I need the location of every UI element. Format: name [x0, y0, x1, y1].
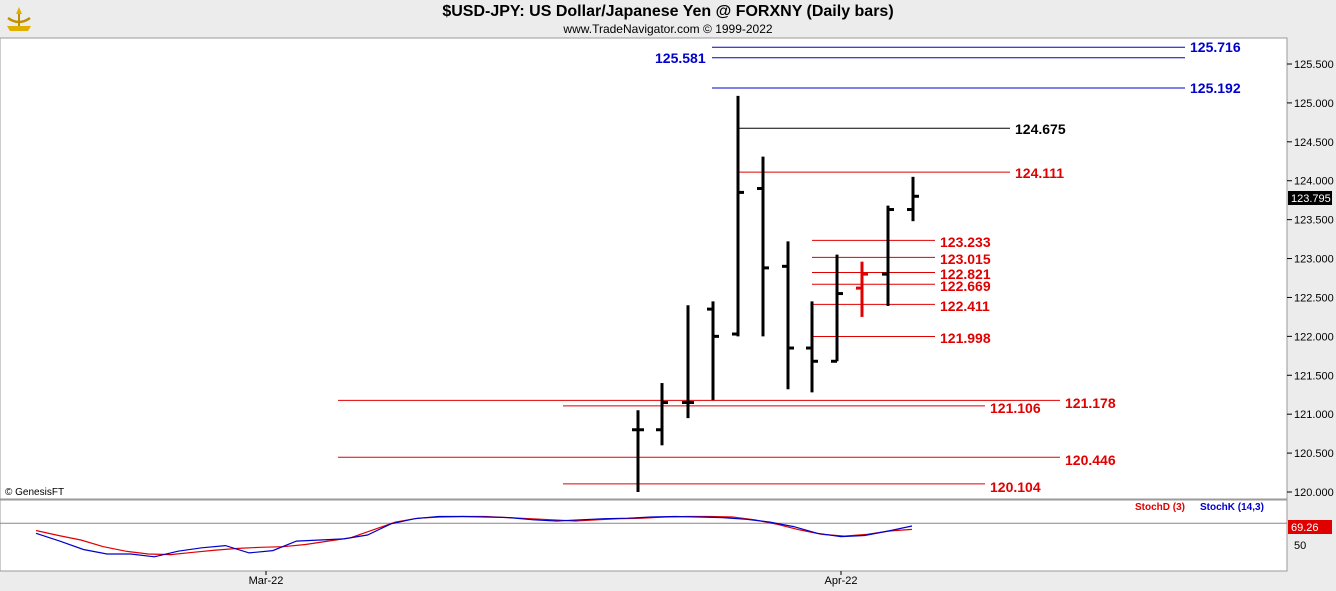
level-label: 121.178	[1065, 395, 1116, 411]
ohlc-bar	[907, 176, 919, 222]
ohlc-bar	[806, 301, 818, 393]
stoch-d-legend: StochD (3)	[1135, 502, 1185, 513]
level-label: 125.581	[655, 50, 706, 66]
y-tick-label: 124.500	[1294, 137, 1334, 149]
level-label: 125.716	[1190, 39, 1241, 55]
ohlc-bar	[757, 156, 769, 337]
y-tick-label: 124.000	[1294, 176, 1334, 188]
level-label: 125.192	[1190, 80, 1241, 96]
y-tick-label: 121.000	[1294, 409, 1334, 421]
level-label: 124.675	[1015, 121, 1066, 137]
x-tick-label: Mar-22	[249, 575, 284, 587]
y-tick-label: 123.000	[1294, 254, 1334, 266]
level-label: 122.411	[940, 298, 990, 314]
ohlc-bar	[782, 241, 794, 390]
y-tick-label: 123.500	[1294, 215, 1334, 227]
ohlc-bar	[882, 205, 894, 307]
level-label: 120.446	[1065, 452, 1116, 468]
level-label: 124.111	[1015, 165, 1064, 181]
level-label: 122.669	[940, 278, 991, 294]
ohlc-bar	[831, 254, 843, 363]
ohlc-bar	[682, 305, 694, 419]
level-label: 121.998	[940, 330, 991, 346]
trade-navigator-logo-icon	[7, 7, 31, 31]
ohlc-bar	[707, 301, 719, 401]
stoch-k-line	[35, 515, 913, 558]
level-label: 121.106	[990, 400, 1041, 416]
stoch-last-label: 69.26	[1291, 522, 1319, 534]
y-tick-label: 120.000	[1294, 487, 1334, 499]
y-tick-label: 122.500	[1294, 292, 1334, 304]
level-label: 123.233	[940, 234, 991, 250]
indicator-plot-background	[0, 499, 1288, 572]
x-tick-label: Apr-22	[824, 575, 857, 587]
y-tick-label: 120.500	[1294, 448, 1334, 460]
ohlc-bar	[656, 383, 668, 446]
ohlc-bar	[732, 95, 744, 337]
price-plot-background	[0, 37, 1288, 500]
ohlc-bar	[856, 261, 868, 317]
chart-title: $USD-JPY: US Dollar/Japanese Yen @ FORXN…	[442, 3, 894, 20]
stoch-last-badge	[1288, 520, 1332, 534]
copyright-label: © GenesisFT	[5, 487, 64, 498]
y-tick-label: 125.000	[1294, 98, 1334, 110]
level-label: 122.821	[940, 266, 991, 282]
stoch-tick-50: 50	[1294, 540, 1306, 552]
level-label: 120.104	[990, 479, 1041, 495]
y-tick-label: 121.500	[1294, 370, 1334, 382]
y-tick-label: 125.500	[1294, 59, 1334, 71]
y-tick-label: 122.000	[1294, 331, 1334, 343]
chart-subtitle: www.TradeNavigator.com © 1999-2022	[563, 22, 773, 36]
last-price-label: 123.795	[1291, 193, 1331, 205]
last-price-badge	[1288, 191, 1332, 205]
ohlc-bar	[632, 410, 644, 492]
stoch-k-legend: StochK (14,3)	[1200, 502, 1264, 513]
level-label: 123.015	[940, 251, 991, 267]
